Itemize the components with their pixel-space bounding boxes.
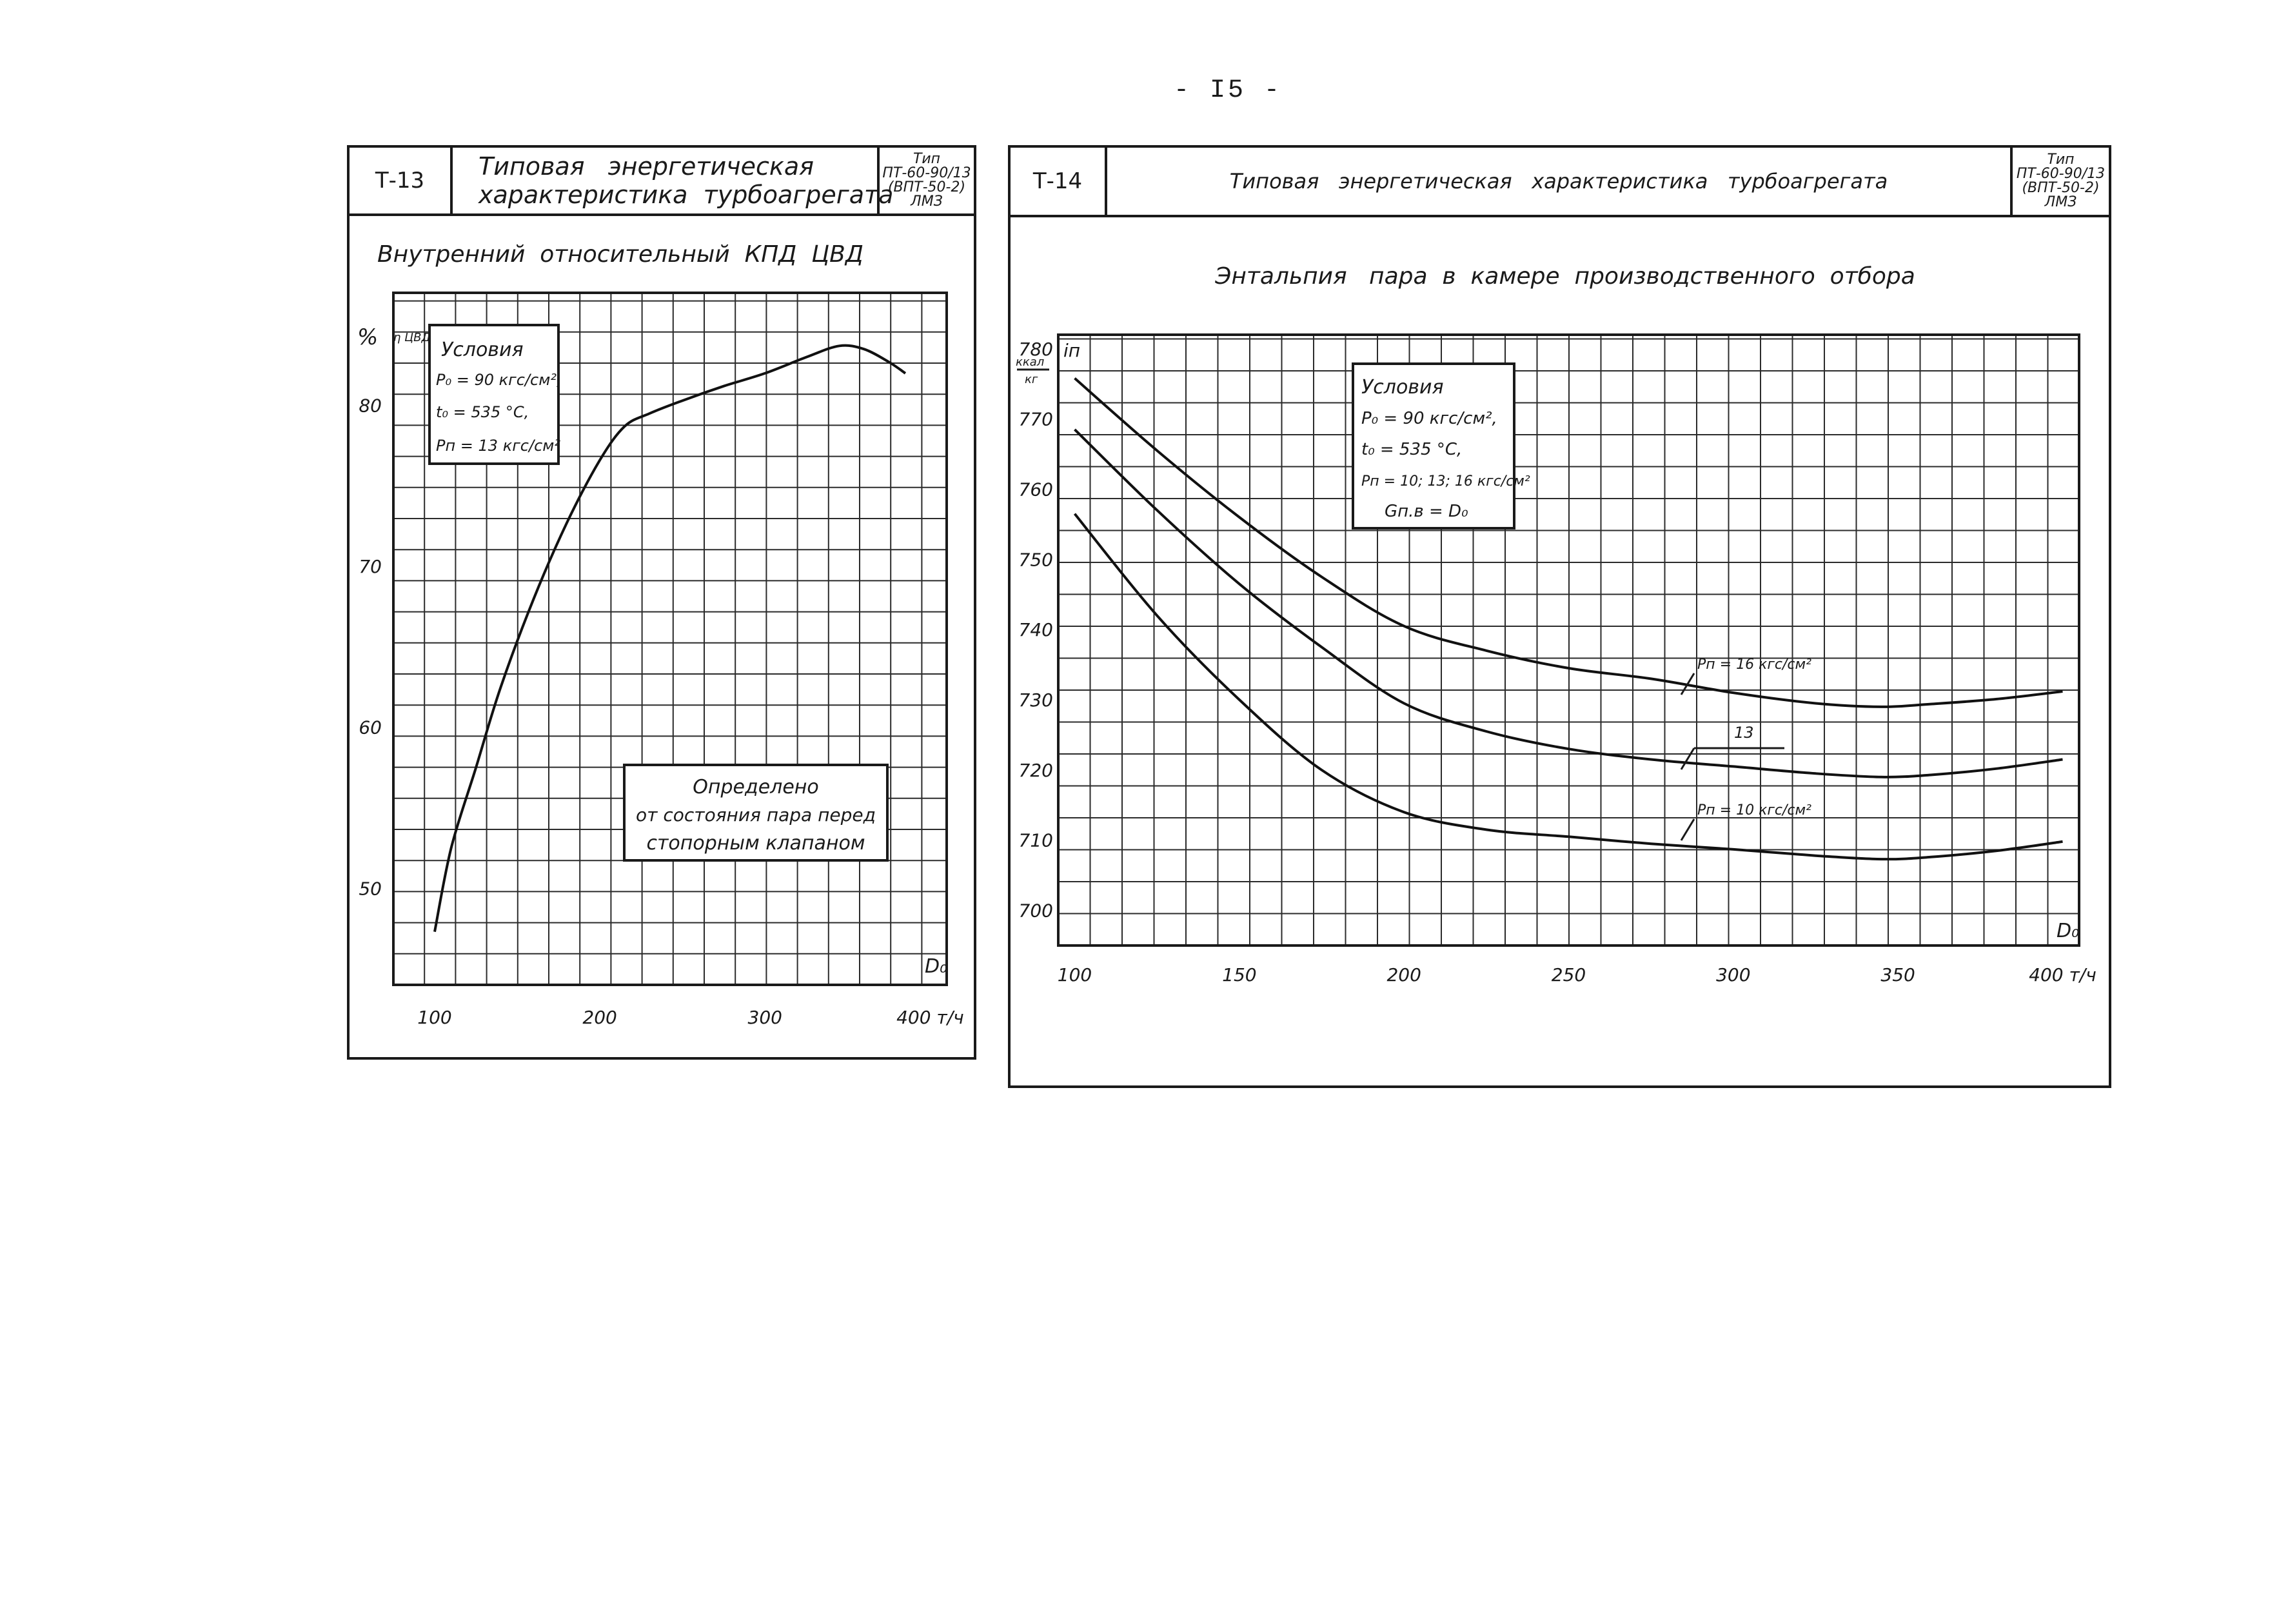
turbine-type-cell: Тип ПТ-60-90/13 (ВПТ-50-2) ЛМЗ [880, 148, 974, 213]
y-unit-numerator: ккал [1016, 355, 1044, 369]
conditions-box: Условия P₀ = 90 кгс/см², t₀ = 535 °C, Pп… [1352, 362, 1530, 530]
curve-label-13: 13 [1734, 724, 1754, 742]
plot-frame [392, 292, 948, 986]
sheet-code: Т-14 [1032, 168, 1083, 194]
x-tick-label: 350 [1880, 964, 1915, 985]
turbine-type-cell: Тип ПТ-60-90/13 (ВПТ-50-2) ЛМЗ [2013, 148, 2109, 215]
sheet-code-cell: Т-13 [350, 148, 453, 213]
y-unit-denominator: кг [1025, 373, 1038, 386]
conditions-t0: t₀ = 535 °C, [436, 403, 529, 421]
x-tick-label: 100 [417, 1007, 451, 1028]
conditions-p0: P₀ = 90 кгс/см², [1361, 409, 1497, 428]
x-tick-label: 300 [1716, 964, 1750, 985]
y-tick-label: 60 [359, 717, 382, 738]
type-maker: ЛМЗ [911, 193, 943, 210]
y-tick-label: 700 [1019, 900, 1053, 922]
note-line3: стопорным клапаном [646, 832, 865, 855]
type-label: Тип [2047, 152, 2075, 168]
y-symbol: iп [1063, 340, 1080, 361]
chart-title: Внутренний относительный КПД ЦВД [377, 241, 863, 268]
x-axis-symbol: D₀ [2057, 920, 2079, 942]
x-tick-label: 300 [748, 1007, 782, 1028]
sheet-title: Типовая энергетическая характеристика ту… [1229, 169, 1888, 193]
x-tick-label: 150 [1222, 964, 1256, 985]
chart-title: Энтальпия пара в камере производственног… [1214, 263, 1915, 290]
enthalpy-chart: Энтальпия пара в камере производственног… [1016, 263, 2096, 985]
y-tick-label: 70 [359, 556, 382, 577]
x-tick-label: 250 [1552, 964, 1586, 985]
curve-labels: Pп = 16 кгс/см² 13 Pп = 10 кгс/см² [1680, 657, 1811, 841]
note-box: Определено от состояния пара перед стопо… [623, 764, 889, 862]
conditions-p0: P₀ = 90 кгс/см², [436, 371, 562, 389]
type-label: Тип [913, 151, 941, 167]
y-tick-label: 780 [1019, 339, 1053, 360]
type-model: ПТ-60-90/13 [882, 165, 971, 181]
efficiency-chart: Внутренний относительный КПД ЦВД 100 200 3… [357, 241, 964, 1028]
series-line [1073, 513, 2063, 861]
chart-grid [1058, 335, 2079, 946]
series-line [433, 344, 907, 933]
plot-frame [1057, 333, 2080, 947]
note-line1: Определено [693, 776, 819, 798]
series-line [1074, 377, 2063, 708]
curve-label-10-leader [1680, 818, 1695, 841]
y-tick-label: 50 [359, 878, 382, 899]
x-tick-label: 100 [1058, 964, 1092, 985]
type-variant: (ВПТ-50-2) [2022, 180, 2100, 196]
x-axis-symbol: D₀ [925, 955, 947, 978]
curve-label-13-leader [1680, 748, 1695, 770]
x-tick-label: 400 т/ч [896, 1007, 964, 1028]
conditions-box: Условия P₀ = 90 кгс/см², t₀ = 535 °C, Pп… [428, 324, 562, 465]
y-tick-label: 770 [1019, 409, 1053, 430]
sheet-title-cell: Типовая энергетическая характеристика ту… [453, 148, 893, 213]
y-tick-label: 730 [1019, 689, 1053, 711]
y-tick-label: 80 [359, 395, 382, 417]
x-tick-label: 400 т/ч [2029, 964, 2096, 985]
curve-label-16-leader [1680, 673, 1695, 695]
chart-axes [392, 292, 948, 986]
conditions-t0: t₀ = 535 °C, [1361, 440, 1462, 459]
chart-axes [1057, 333, 2080, 947]
conditions-title: Условия [1361, 376, 1444, 399]
y-tick-label: 760 [1019, 479, 1053, 500]
sheet-title-line2: характеристика турбоагрегата [478, 181, 894, 209]
sheet-t14: Т-14 Типовая энергетическая характеристи… [1008, 145, 2111, 1088]
chart-tick-labels: 100 200 300 400 т/ч 50 60 70 80 [359, 395, 963, 1028]
x-tick-label: 200 [582, 1007, 617, 1028]
curve-label-16: Pп = 16 кгс/см² [1697, 657, 1811, 673]
y-tick-label: 750 [1019, 549, 1053, 570]
y-tick-label: 710 [1019, 830, 1053, 851]
conditions-title: Условия [441, 339, 524, 361]
sheet-header: Т-14 Типовая энергетическая характеристи… [1011, 148, 2109, 217]
page-number: - I5 - [1174, 76, 1283, 105]
y-tick-label: 720 [1019, 760, 1053, 781]
sheet-t13: Т-13 Типовая энергетическая характеристи… [347, 145, 976, 1060]
sheet-code: Т-13 [375, 168, 425, 193]
sheet-title-cell: Типовая энергетическая характеристика ту… [1107, 148, 2013, 215]
conditions-pn: Pп = 13 кгс/см² [436, 437, 560, 455]
sheet-code-cell: Т-14 [1011, 148, 1107, 215]
sheet-title-line1: Типовая энергетическая [478, 152, 814, 181]
type-model: ПТ-60-90/13 [2016, 166, 2106, 182]
conditions-pn: Pп = 10; 13; 16 кгс/см² [1361, 473, 1530, 490]
chart-series [1073, 377, 2063, 861]
y-unit: % [357, 324, 378, 350]
type-maker: ЛМЗ [2044, 194, 2077, 210]
chart-tick-labels: 100 150 200 250 300 350 400 т/ч 700 710 720 730 740… [1019, 339, 2096, 985]
type-variant: (ВПТ-50-2) [887, 179, 966, 195]
note-line2: от состояния пара перед [636, 804, 876, 826]
chart-series [433, 344, 907, 933]
x-tick-label: 200 [1386, 964, 1421, 985]
y-tick-label: 740 [1019, 619, 1053, 640]
series-line [1074, 428, 2063, 778]
curve-label-10: Pп = 10 кгс/см² [1697, 802, 1811, 818]
sheet-header: Т-13 Типовая энергетическая характеристи… [350, 148, 974, 216]
conditions-g: Gп.в = D₀ [1385, 502, 1468, 521]
